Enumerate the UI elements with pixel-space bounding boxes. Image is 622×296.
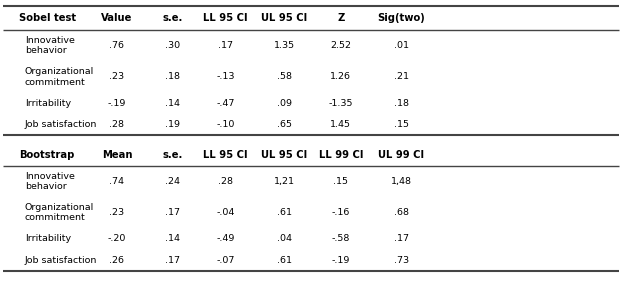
Text: Irritability: Irritability [25,99,71,107]
Text: Innovative
behavior: Innovative behavior [25,172,75,191]
Text: .21: .21 [394,72,409,81]
Text: .24: .24 [165,177,180,186]
Text: -.13: -.13 [216,72,235,81]
Text: .17: .17 [394,234,409,243]
Text: -1.35: -1.35 [328,99,353,107]
Text: .76: .76 [109,41,124,50]
Text: Z: Z [337,13,345,23]
Text: .61: .61 [277,256,292,265]
Text: UL 99 CI: UL 99 CI [378,150,424,160]
Text: Irritability: Irritability [25,234,71,243]
Text: .23: .23 [109,72,124,81]
Text: -.20: -.20 [108,234,126,243]
Text: .68: .68 [394,208,409,217]
Text: .15: .15 [394,120,409,129]
Text: .23: .23 [109,208,124,217]
Text: .58: .58 [277,72,292,81]
Text: .30: .30 [165,41,180,50]
Text: .17: .17 [218,41,233,50]
Text: Sig(two): Sig(two) [378,13,425,23]
Text: -.49: -.49 [216,234,235,243]
Text: 1,21: 1,21 [274,177,295,186]
Text: Organizational
commitment: Organizational commitment [25,203,94,222]
Text: Innovative
behavior: Innovative behavior [25,36,75,55]
Text: .18: .18 [165,72,180,81]
Text: .28: .28 [218,177,233,186]
Text: .73: .73 [394,256,409,265]
Text: 1,48: 1,48 [391,177,412,186]
Text: .26: .26 [109,256,124,265]
Text: -.04: -.04 [216,208,235,217]
Text: .61: .61 [277,208,292,217]
Text: .14: .14 [165,234,180,243]
Text: UL 95 CI: UL 95 CI [261,13,307,23]
Text: .19: .19 [165,120,180,129]
Text: Organizational
commitment: Organizational commitment [25,67,94,86]
Text: -.19: -.19 [108,99,126,107]
Text: .09: .09 [277,99,292,107]
Text: 1.26: 1.26 [330,72,351,81]
Text: -.19: -.19 [332,256,350,265]
Text: LL 95 CI: LL 95 CI [203,13,248,23]
Text: .17: .17 [165,208,180,217]
Text: Job satisfaction: Job satisfaction [25,256,97,265]
Text: .17: .17 [165,256,180,265]
Text: s.e.: s.e. [163,13,183,23]
Text: UL 95 CI: UL 95 CI [261,150,307,160]
Text: Bootstrap: Bootstrap [19,150,74,160]
Text: Job satisfaction: Job satisfaction [25,120,97,129]
Text: -.16: -.16 [332,208,350,217]
Text: .18: .18 [394,99,409,107]
Text: -.10: -.10 [216,120,235,129]
Text: LL 95 CI: LL 95 CI [203,150,248,160]
Text: Value: Value [101,13,132,23]
Text: .65: .65 [277,120,292,129]
Text: .01: .01 [394,41,409,50]
Text: .28: .28 [109,120,124,129]
Text: 1.45: 1.45 [330,120,351,129]
Text: .14: .14 [165,99,180,107]
Text: Mean: Mean [101,150,132,160]
Text: 2.52: 2.52 [330,41,351,50]
Text: s.e.: s.e. [163,150,183,160]
Text: LL 99 CI: LL 99 CI [318,150,363,160]
Text: .04: .04 [277,234,292,243]
Text: -.07: -.07 [216,256,235,265]
Text: Sobel test: Sobel test [19,13,76,23]
Text: .15: .15 [333,177,348,186]
Text: -.58: -.58 [332,234,350,243]
Text: 1.35: 1.35 [274,41,295,50]
Text: .74: .74 [109,177,124,186]
Text: -.47: -.47 [216,99,235,107]
